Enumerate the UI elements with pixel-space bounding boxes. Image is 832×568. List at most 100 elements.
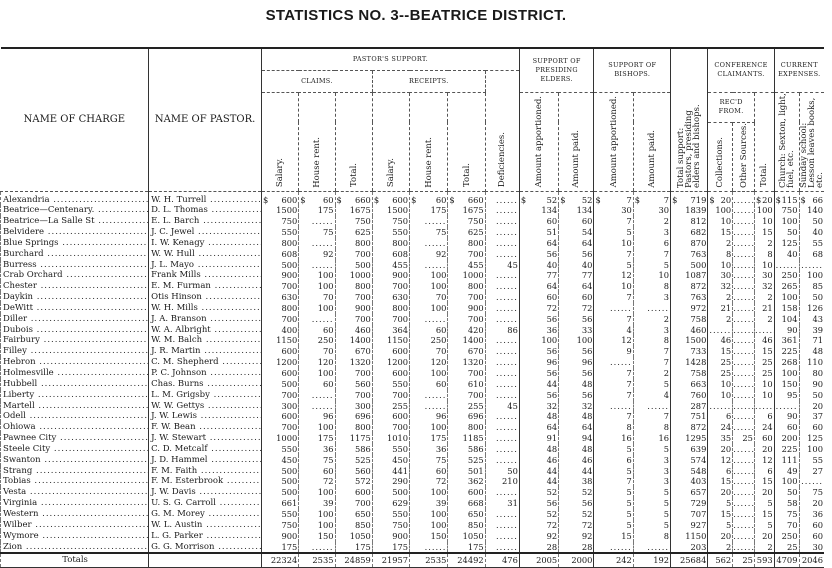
value-cell: 265 <box>773 281 799 293</box>
total-value: 242 <box>593 552 634 568</box>
value-cell: 600 <box>371 346 410 358</box>
value-cell: 56 <box>558 346 594 358</box>
value-cell <box>484 191 520 206</box>
value: 50 <box>812 216 823 227</box>
value: 44 <box>546 378 558 389</box>
value-cell: 32 <box>707 281 733 293</box>
value-cell <box>732 270 755 282</box>
value: 44 <box>546 465 558 476</box>
value-cell: 10 <box>753 259 775 271</box>
value-cell: 763 <box>670 292 708 303</box>
value: 60 <box>435 194 447 205</box>
value-cell: 48 <box>558 378 594 390</box>
value: 96 <box>581 357 593 368</box>
value: 1050 <box>462 530 484 541</box>
value-cell: $660 <box>447 191 486 206</box>
value-cell: 870 <box>670 237 708 249</box>
value-cell <box>409 389 448 401</box>
value-cell: 15 <box>707 346 733 358</box>
value: 15 <box>762 227 773 238</box>
value-cell: 30 <box>593 205 634 217</box>
value: 872 <box>690 281 707 292</box>
value: 586 <box>354 443 371 454</box>
charge-name-cell: Beatrice—Centenary. <box>0 205 149 217</box>
value: 300 <box>281 400 298 411</box>
value-cell: 60 <box>798 530 824 542</box>
value-cell: 7 <box>593 378 634 390</box>
value: 125 <box>781 237 798 248</box>
value: 972 <box>690 302 707 313</box>
value: 96 <box>546 357 558 368</box>
value: 91 <box>546 433 558 444</box>
value: 9 <box>626 346 632 357</box>
value: 28 <box>581 541 593 552</box>
value-cell: 629 <box>371 498 410 509</box>
value-cell: 210 <box>484 476 520 488</box>
value: 33 <box>581 324 593 335</box>
value-cell <box>773 259 799 271</box>
value-cell <box>593 541 634 554</box>
value: 100 <box>781 368 798 378</box>
value: 800 <box>281 237 298 248</box>
value-cell: 60 <box>798 422 824 434</box>
table-row: OhiowaF. W. Bean 700 100 800 700 100 800 64 64 8 8… <box>0 422 824 434</box>
value: 800 <box>392 237 409 248</box>
value-cell: 800 <box>447 237 486 249</box>
value-cell: 56 <box>558 313 594 325</box>
value: 927 <box>690 519 707 530</box>
value: 660 <box>467 194 484 205</box>
value: 56 <box>581 368 593 378</box>
value-cell: 100 <box>409 281 448 293</box>
value: 36 <box>812 508 823 519</box>
value-cell: 872 <box>670 281 708 293</box>
currency-symbol: $ <box>775 194 781 205</box>
value: 68 <box>812 248 823 259</box>
value: 32 <box>581 400 593 411</box>
value: 70 <box>322 346 334 357</box>
value: 700 <box>354 389 371 400</box>
value-cell: 500 <box>670 259 708 271</box>
value: 49 <box>786 465 798 476</box>
value-cell: 455 <box>371 259 410 271</box>
value-cell: $60 <box>409 191 448 206</box>
value: 39 <box>435 498 447 509</box>
value-cell: 700 <box>447 389 486 401</box>
value: 700 <box>392 389 409 400</box>
value: 250 <box>781 530 798 541</box>
value: 175 <box>317 433 334 444</box>
value: 525 <box>467 454 484 465</box>
pastor-name: P. C. Johnson <box>151 368 261 378</box>
value-cell <box>732 530 755 542</box>
table-row: Beatrice—Centenary.D. L. Thomas 1500 175 16… <box>0 205 824 217</box>
value: 86 <box>507 324 518 335</box>
charge-name: Pawnee City <box>3 433 149 443</box>
table-row: Pawnee CityJ. W. Stewart 1000 175 1175 1010 1… <box>0 433 824 444</box>
value-cell: $600 <box>260 191 299 206</box>
charge-name-cell: Filley <box>0 346 149 358</box>
pastor-name: D. L. Thomas <box>151 205 261 215</box>
value: 100 <box>317 302 334 313</box>
value: 268 <box>781 357 798 368</box>
value-cell: 150 <box>409 530 448 542</box>
pastor-name: J. W. Lewis <box>151 411 261 421</box>
value-cell: 7 <box>593 313 634 325</box>
value: 48 <box>812 346 823 357</box>
value-cell: 700 <box>334 248 373 260</box>
value-cell: 10 <box>632 270 671 282</box>
total-value: 21957 <box>371 552 410 568</box>
charge-name: Virginia <box>3 498 149 508</box>
value: 5 <box>663 259 670 270</box>
value-cell <box>732 313 755 325</box>
table-row: FairburyW. M. Balch 1150 250 1400 1150 250 140… <box>0 335 824 347</box>
currency-symbol: $ <box>672 194 678 205</box>
value-cell <box>732 216 755 228</box>
value: 550 <box>392 508 409 519</box>
value-cell: 900 <box>371 530 410 542</box>
value: 48 <box>546 443 558 454</box>
pastor-name: J. R. Martin <box>151 346 261 356</box>
value-cell: 1087 <box>670 270 708 282</box>
value-cell: 43 <box>798 313 824 325</box>
value: 8 <box>663 335 670 346</box>
charge-name-cell: Daykin <box>0 292 149 303</box>
value-cell: 175 <box>409 205 448 217</box>
